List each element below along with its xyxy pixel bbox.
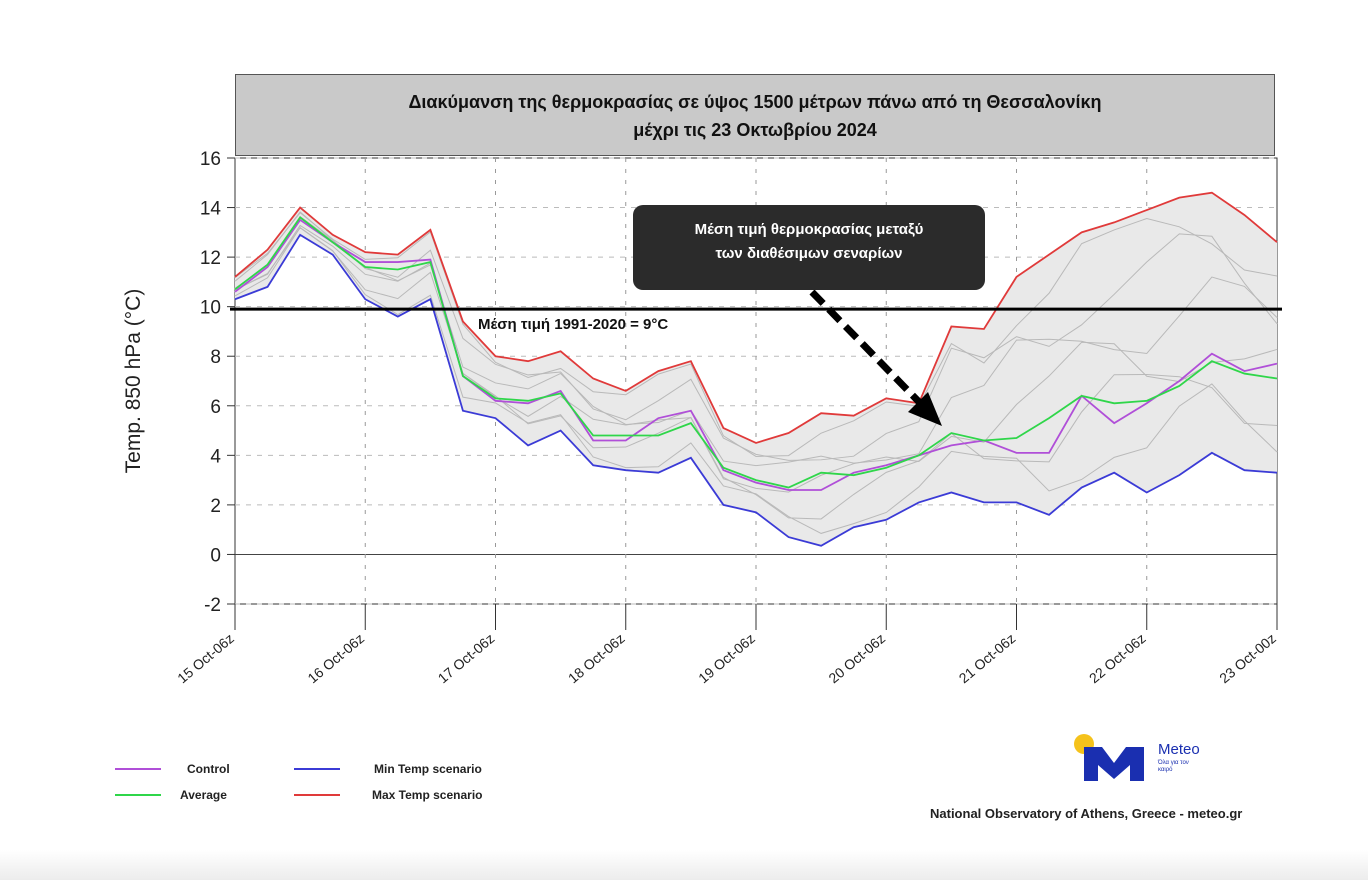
y-tick-label: 12: [200, 248, 221, 269]
x-tick-label: 20 Oct-06z: [825, 630, 888, 686]
x-tick-label: 23 Oct-00z: [1216, 630, 1279, 686]
logo-tagline: Όλα για τον καιρό: [1158, 760, 1189, 773]
x-tick-label: 16 Oct-06z: [304, 630, 367, 686]
legend-swatch-average: [115, 794, 161, 796]
meteo-logo: Meteo Όλα για τον καιρό: [1072, 733, 1212, 783]
legend-swatch-max: [294, 794, 340, 796]
logo-name: Meteo: [1158, 741, 1200, 758]
legend-label-min: Min Temp scenario: [374, 762, 482, 776]
x-tick-label: 17 Oct-06z: [435, 630, 498, 686]
reference-line-label: Μέση τιμή 1991-2020 = 9°C: [478, 316, 669, 333]
meteo-logo-mark: [1074, 734, 1144, 781]
annotation-line-1: Μέση τιμή θερμοκρασίας μεταξύ: [694, 221, 924, 238]
ensemble-member-line: [234, 211, 1278, 461]
x-tick-label: 15 Oct-06z: [174, 630, 237, 686]
legend-swatch-min: [294, 768, 340, 770]
ensemble-member-line: [234, 215, 1278, 467]
y-tick-label: 8: [210, 347, 221, 368]
annotation-box: Μέση τιμή θερμοκρασίας μεταξύ των διαθέσ…: [633, 205, 985, 290]
legend-label-control: Control: [187, 762, 230, 776]
y-tick-label: 14: [200, 199, 222, 220]
legend-swatch-control: [115, 768, 161, 770]
annotation-arrow-head: [908, 392, 942, 426]
y-tick-label: 2: [210, 496, 221, 517]
annotation-line-2: των διαθέσιμων σεναρίων: [715, 245, 903, 262]
y-axis-label: Temp. 850 hPa (°C): [122, 289, 145, 474]
ensemble-member-line: [234, 227, 1278, 520]
y-tick-label: 6: [210, 397, 221, 418]
x-tick-label: 19 Oct-06z: [695, 630, 758, 686]
chart-title: Διακύμανση της θερμοκρασίας σε ύψος 1500…: [235, 74, 1275, 156]
legend-label-max: Max Temp scenario: [372, 788, 483, 802]
series-line-max-temp-scenario: [234, 191, 1278, 444]
footer-credit: National Observatory of Athens, Greece -…: [930, 806, 1243, 821]
x-tick-label: 21 Oct-06z: [956, 630, 1019, 686]
annotation-arrow-shaft: [809, 289, 925, 408]
ensemble-member-line: [234, 212, 1278, 457]
y-tick-label: 10: [200, 298, 221, 319]
ensemble-envelope: [235, 192, 1277, 546]
x-tick-label: 18 Oct-06z: [565, 630, 628, 686]
legend-label-average: Average: [180, 788, 227, 802]
x-tick-label: 22 Oct-06z: [1086, 630, 1149, 686]
y-tick-label: 16: [200, 149, 221, 170]
series-line-average: [234, 216, 1278, 489]
title-line-2: μέχρι τις 23 Οκτωβρίου 2024: [633, 120, 877, 140]
y-tick-label: 0: [210, 545, 221, 566]
title-line-1: Διακύμανση της θερμοκρασίας σε ύψος 1500…: [408, 92, 1102, 112]
y-tick-label: 4: [210, 446, 221, 467]
series-line-min-temp-scenario: [234, 233, 1278, 547]
series-line-control: [234, 218, 1278, 491]
y-tick-label: -2: [204, 595, 221, 616]
